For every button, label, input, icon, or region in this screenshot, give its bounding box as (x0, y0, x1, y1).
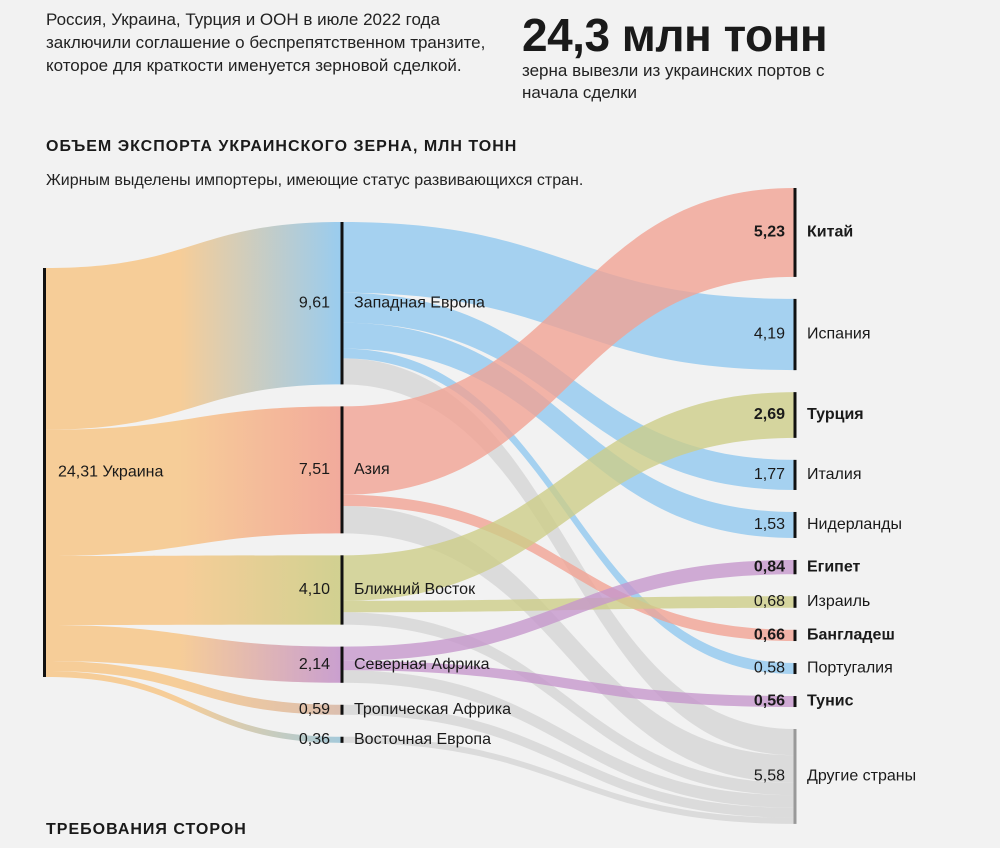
flow-asia-china (342, 188, 795, 495)
country-bar-other (793, 729, 797, 824)
country-value-bangladesh: 0,66 (754, 627, 785, 644)
country-name-portugal: Португалия (807, 660, 893, 677)
region-value-north_africa: 2,14 (299, 656, 330, 673)
region-value-middle_east: 4,10 (299, 581, 330, 598)
footer-title: ТРЕБОВАНИЯ СТОРОН (46, 821, 247, 838)
node-bars (43, 188, 797, 824)
country-name-other: Другие страны (807, 768, 916, 785)
region-name-asia: Азия (354, 461, 390, 478)
country-bar-italy (793, 459, 797, 490)
source-label: 24,31 Украина (58, 464, 164, 481)
headline-caption: зерна вывезли из украинских портов с нач… (522, 61, 825, 102)
country-value-other: 5,58 (754, 768, 785, 785)
flow-west_europe-spain (342, 222, 795, 371)
source-band-tropical_africa (46, 661, 342, 715)
country-bar-tunisia (793, 696, 797, 708)
country-name-bangladesh: Бангладеш (807, 627, 895, 644)
source-band-east_europe (46, 670, 342, 743)
country-bar-bangladesh (793, 629, 797, 642)
region-bar-asia (340, 406, 344, 534)
country-value-tunisia: 0,56 (754, 693, 785, 710)
country-value-egypt: 0,84 (754, 558, 785, 575)
headline-number: 24,3 млн тонн (522, 9, 828, 61)
country-name-israel: Израиль (807, 593, 870, 610)
region-country-flows (342, 188, 795, 824)
region-name-middle_east: Ближний Восток (354, 581, 476, 598)
source-band-middle_east (46, 555, 342, 626)
flow-west_europe-italy (342, 292, 795, 490)
region-value-west_europe: 9,61 (299, 294, 330, 311)
flow-west_europe-other (342, 358, 795, 756)
flow-west_europe-netherlands (342, 322, 795, 538)
flow-asia-other (342, 505, 795, 783)
flow-middle_east-turkey (342, 392, 795, 601)
country-name-tunisia: Тунис (807, 693, 854, 710)
section-title: ОБЪЕМ ЭКСПОРТА УКРАИНСКОГО ЗЕРНА, МЛН ТО… (46, 138, 518, 155)
source-bar (43, 268, 46, 677)
flow-middle_east-other (342, 612, 795, 796)
country-value-china: 5,23 (754, 224, 785, 241)
country-name-egypt: Египет (807, 558, 861, 575)
flow-tropical_africa-other (342, 704, 795, 818)
country-value-netherlands: 1,53 (754, 516, 785, 533)
country-value-portugal: 0,58 (754, 660, 785, 677)
region-value-east_europe: 0,36 (299, 731, 330, 748)
region-bar-east_europe (340, 736, 344, 743)
country-bar-spain (793, 298, 797, 371)
country-value-israel: 0,68 (754, 593, 785, 610)
country-bar-turkey (793, 392, 797, 438)
source-band-north_africa (46, 625, 342, 683)
country-value-turkey: 2,69 (754, 406, 785, 423)
country-value-spain: 4,19 (754, 326, 785, 343)
source-band-west_europe (46, 222, 342, 430)
region-bar-west_europe (340, 222, 344, 385)
flow-north_africa-other (342, 670, 795, 808)
region-name-east_europe: Восточная Европа (354, 731, 491, 748)
country-bar-china (793, 188, 797, 277)
source-bands (46, 222, 342, 743)
flow-north_africa-tunisia (342, 660, 795, 708)
flow-east_europe-other (342, 736, 795, 824)
region-value-tropical_africa: 0,59 (299, 701, 330, 718)
region-bar-north_africa (340, 646, 344, 683)
region-bar-tropical_africa (340, 704, 344, 715)
region-name-north_africa: Северная Африка (354, 656, 490, 673)
region-bar-middle_east (340, 555, 344, 625)
flow-asia-bangladesh (342, 494, 795, 642)
country-name-spain: Испания (807, 326, 871, 343)
country-bar-netherlands (793, 511, 797, 538)
country-name-turkey: Турция (807, 406, 864, 423)
chart-subtitle: Жирным выделены импортеры, имеющие стату… (46, 172, 584, 189)
intro-text: Россия, Украина, Турция и ООН в июле 202… (46, 10, 486, 75)
node-labels: 24,31 Украина 9,61 Западная Европа 7,51 Азия… (58, 224, 916, 785)
region-name-tropical_africa: Тропическая Африка (354, 701, 511, 718)
region-name-west_europe: Западная Европа (354, 294, 485, 311)
country-name-china: Китай (807, 224, 853, 241)
flow-north_africa-egypt (342, 559, 795, 661)
country-bar-israel (793, 596, 797, 608)
source-band-asia (46, 406, 342, 557)
country-bar-egypt (793, 559, 797, 575)
country-name-italy: Италия (807, 466, 861, 483)
country-name-netherlands: Нидерланды (807, 516, 902, 533)
region-value-asia: 7,51 (299, 461, 330, 478)
country-bar-portugal (793, 663, 797, 675)
country-value-italy: 1,77 (754, 466, 785, 483)
